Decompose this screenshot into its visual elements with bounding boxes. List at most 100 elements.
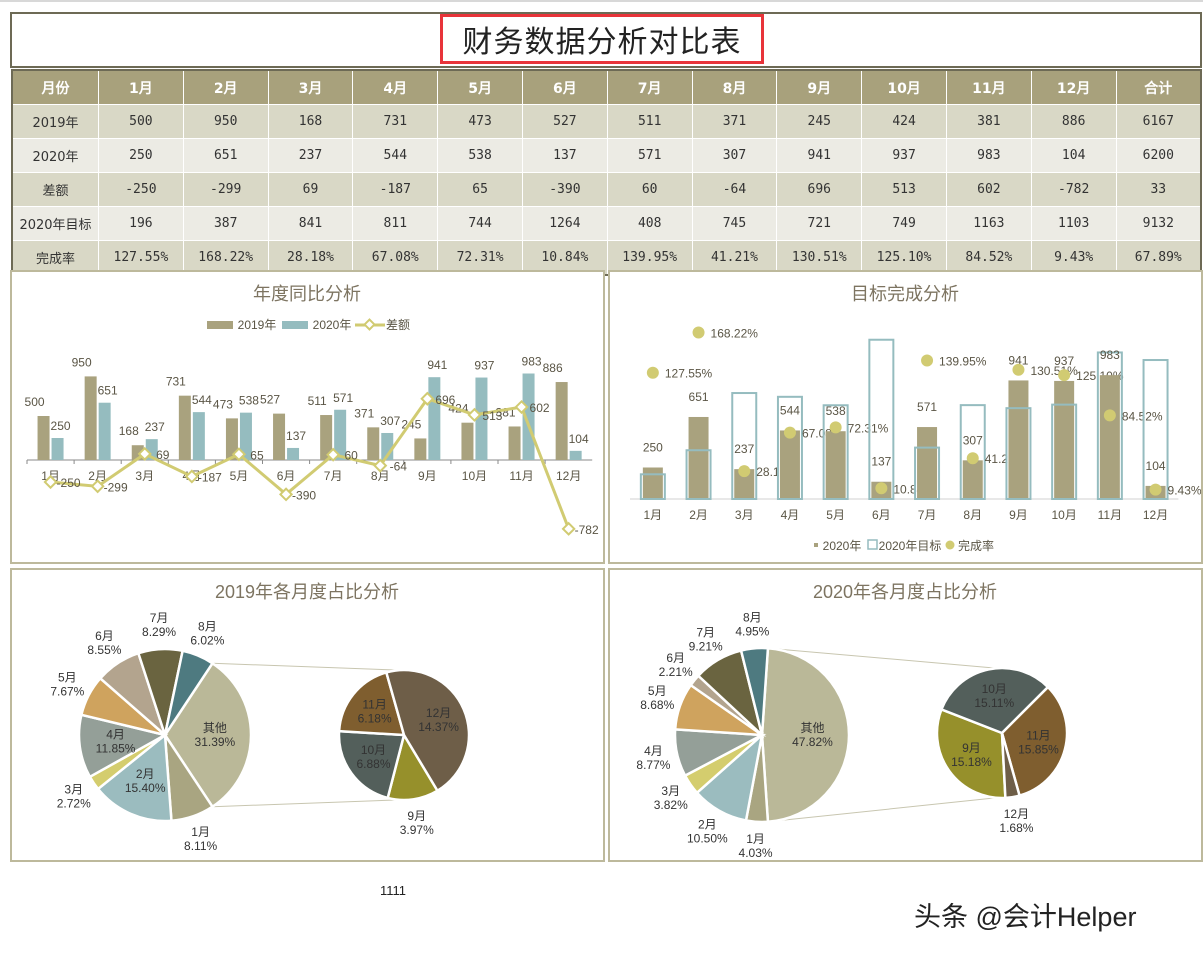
- data-label-2019: 950: [72, 355, 92, 369]
- table-cell[interactable]: -299: [182, 172, 269, 207]
- table-cell[interactable]: 473: [437, 104, 523, 139]
- table-cell[interactable]: 28.18%: [267, 240, 354, 276]
- table-cell[interactable]: 130.51%: [776, 240, 863, 276]
- table-cell[interactable]: 67.89%: [1115, 240, 1202, 276]
- column-header[interactable]: 2月: [182, 69, 269, 105]
- column-header[interactable]: 8月: [691, 69, 778, 105]
- column-header[interactable]: 5月: [437, 69, 523, 105]
- target-chart-panel[interactable]: 目标完成分析 250 127.55% 1月 651 168.22% 2月 237 28.18% 3…: [608, 270, 1203, 564]
- column-header[interactable]: 7月: [606, 69, 693, 105]
- table-cell[interactable]: 67.08%: [352, 240, 439, 276]
- bar-2020: [779, 430, 800, 499]
- legend-label-2019: 2019年: [238, 318, 277, 332]
- table-cell[interactable]: 137: [521, 138, 608, 173]
- table-cell[interactable]: 104: [1030, 138, 1117, 173]
- row-label[interactable]: 2020年目标: [11, 206, 99, 241]
- pie-2020-panel[interactable]: 2020年各月度占比分析 其他 47.82% 1月 4.03% 2月 10.50% 3月 3.8…: [608, 568, 1203, 862]
- table-cell[interactable]: 424: [861, 104, 947, 139]
- column-header[interactable]: 12月: [1030, 69, 1117, 105]
- table-cell[interactable]: 168: [267, 104, 354, 139]
- table-cell[interactable]: 408: [606, 206, 693, 241]
- table-cell[interactable]: 538: [437, 138, 523, 173]
- data-label-2019: 511: [308, 394, 327, 408]
- table-cell[interactable]: 1103: [1030, 206, 1117, 241]
- column-header[interactable]: 1月: [98, 69, 184, 105]
- table-cell[interactable]: 371: [691, 104, 778, 139]
- column-header[interactable]: 合计: [1115, 69, 1202, 105]
- table-cell[interactable]: -390: [521, 172, 608, 207]
- table-cell[interactable]: 571: [606, 138, 693, 173]
- page-title[interactable]: 财务数据分析对比表: [440, 14, 764, 64]
- table-cell[interactable]: 950: [182, 104, 269, 139]
- row-label[interactable]: 2020年: [11, 138, 99, 173]
- table-cell[interactable]: 749: [861, 206, 947, 241]
- column-header[interactable]: 3月: [267, 69, 354, 105]
- table-cell[interactable]: 937: [861, 138, 947, 173]
- row-label[interactable]: 完成率: [11, 240, 99, 276]
- table-cell[interactable]: 811: [352, 206, 439, 241]
- table-cell[interactable]: 527: [521, 104, 608, 139]
- column-header[interactable]: 11月: [945, 69, 1032, 105]
- row-label[interactable]: 差额: [11, 172, 99, 207]
- column-header[interactable]: 9月: [776, 69, 863, 105]
- column-header[interactable]: 10月: [861, 69, 947, 105]
- table-cell[interactable]: 744: [437, 206, 523, 241]
- table-cell[interactable]: 9.43%: [1030, 240, 1117, 276]
- table-cell[interactable]: 544: [352, 138, 439, 173]
- table-cell[interactable]: 196: [98, 206, 184, 241]
- table-cell[interactable]: 84.52%: [945, 240, 1032, 276]
- row-label[interactable]: 2019年: [11, 104, 99, 139]
- table-cell[interactable]: 602: [945, 172, 1032, 207]
- table-cell[interactable]: 731: [352, 104, 439, 139]
- title-cell[interactable]: [10, 12, 1202, 68]
- table-cell[interactable]: 250: [98, 138, 184, 173]
- table-cell[interactable]: 941: [776, 138, 863, 173]
- table-cell[interactable]: 745: [691, 206, 778, 241]
- table-cell[interactable]: 65: [437, 172, 523, 207]
- table-cell[interactable]: 651: [182, 138, 269, 173]
- table-cell[interactable]: 127.55%: [98, 240, 184, 276]
- table-cell[interactable]: 139.95%: [606, 240, 693, 276]
- table-cell[interactable]: 886: [1030, 104, 1117, 139]
- pie-2019-panel[interactable]: 2019年各月度占比分析 其他 31.39% 1月 8.11% 2月 15.40% 3月 2.7…: [10, 568, 605, 862]
- column-header[interactable]: 月份: [11, 69, 99, 105]
- table-row: 2019年 500 950 168 731 473 527 511 371 245 424 381 88…: [11, 104, 1202, 139]
- table-cell[interactable]: 41.21%: [691, 240, 778, 276]
- table-cell[interactable]: 307: [691, 138, 778, 173]
- table-cell[interactable]: 1163: [945, 206, 1032, 241]
- table-cell[interactable]: 6167: [1115, 104, 1202, 139]
- table-cell[interactable]: 237: [267, 138, 354, 173]
- table-cell[interactable]: 1264: [521, 206, 608, 241]
- table-cell[interactable]: -782: [1030, 172, 1117, 207]
- table-cell[interactable]: -250: [98, 172, 184, 207]
- table-cell[interactable]: 72.31%: [437, 240, 523, 276]
- table-cell[interactable]: 983: [945, 138, 1032, 173]
- table-cell[interactable]: -187: [352, 172, 439, 207]
- table-cell[interactable]: 6200: [1115, 138, 1202, 173]
- table-cell[interactable]: 500: [98, 104, 184, 139]
- table-cell[interactable]: 33: [1115, 172, 1202, 207]
- x-tick-label: 11月: [509, 469, 533, 483]
- table-cell[interactable]: 387: [182, 206, 269, 241]
- table-cell[interactable]: 125.10%: [861, 240, 947, 276]
- table-cell[interactable]: 60: [606, 172, 693, 207]
- bar-target: [776, 395, 803, 500]
- table-cell[interactable]: 841: [267, 206, 354, 241]
- table-cell[interactable]: 721: [776, 206, 863, 241]
- column-header[interactable]: 4月: [352, 69, 439, 105]
- table-cell[interactable]: 696: [776, 172, 863, 207]
- pie-slice: [163, 649, 215, 736]
- table-cell[interactable]: 69: [267, 172, 354, 207]
- column-header[interactable]: 6月: [521, 69, 608, 105]
- yoy-chart-panel[interactable]: 年度同比分析2019年2020年差额5002501月9506512月168237…: [10, 270, 605, 564]
- table-cell[interactable]: -64: [691, 172, 778, 207]
- diff-marker: [278, 487, 294, 502]
- table-cell[interactable]: 10.84%: [521, 240, 608, 276]
- table-cell[interactable]: 511: [606, 104, 693, 139]
- table-cell[interactable]: 513: [861, 172, 947, 207]
- table-cell[interactable]: 9132: [1115, 206, 1202, 241]
- table-cell[interactable]: 168.22%: [182, 240, 269, 276]
- diff-marker: [420, 391, 435, 406]
- table-cell[interactable]: 381: [945, 104, 1032, 139]
- table-cell[interactable]: 245: [776, 104, 863, 139]
